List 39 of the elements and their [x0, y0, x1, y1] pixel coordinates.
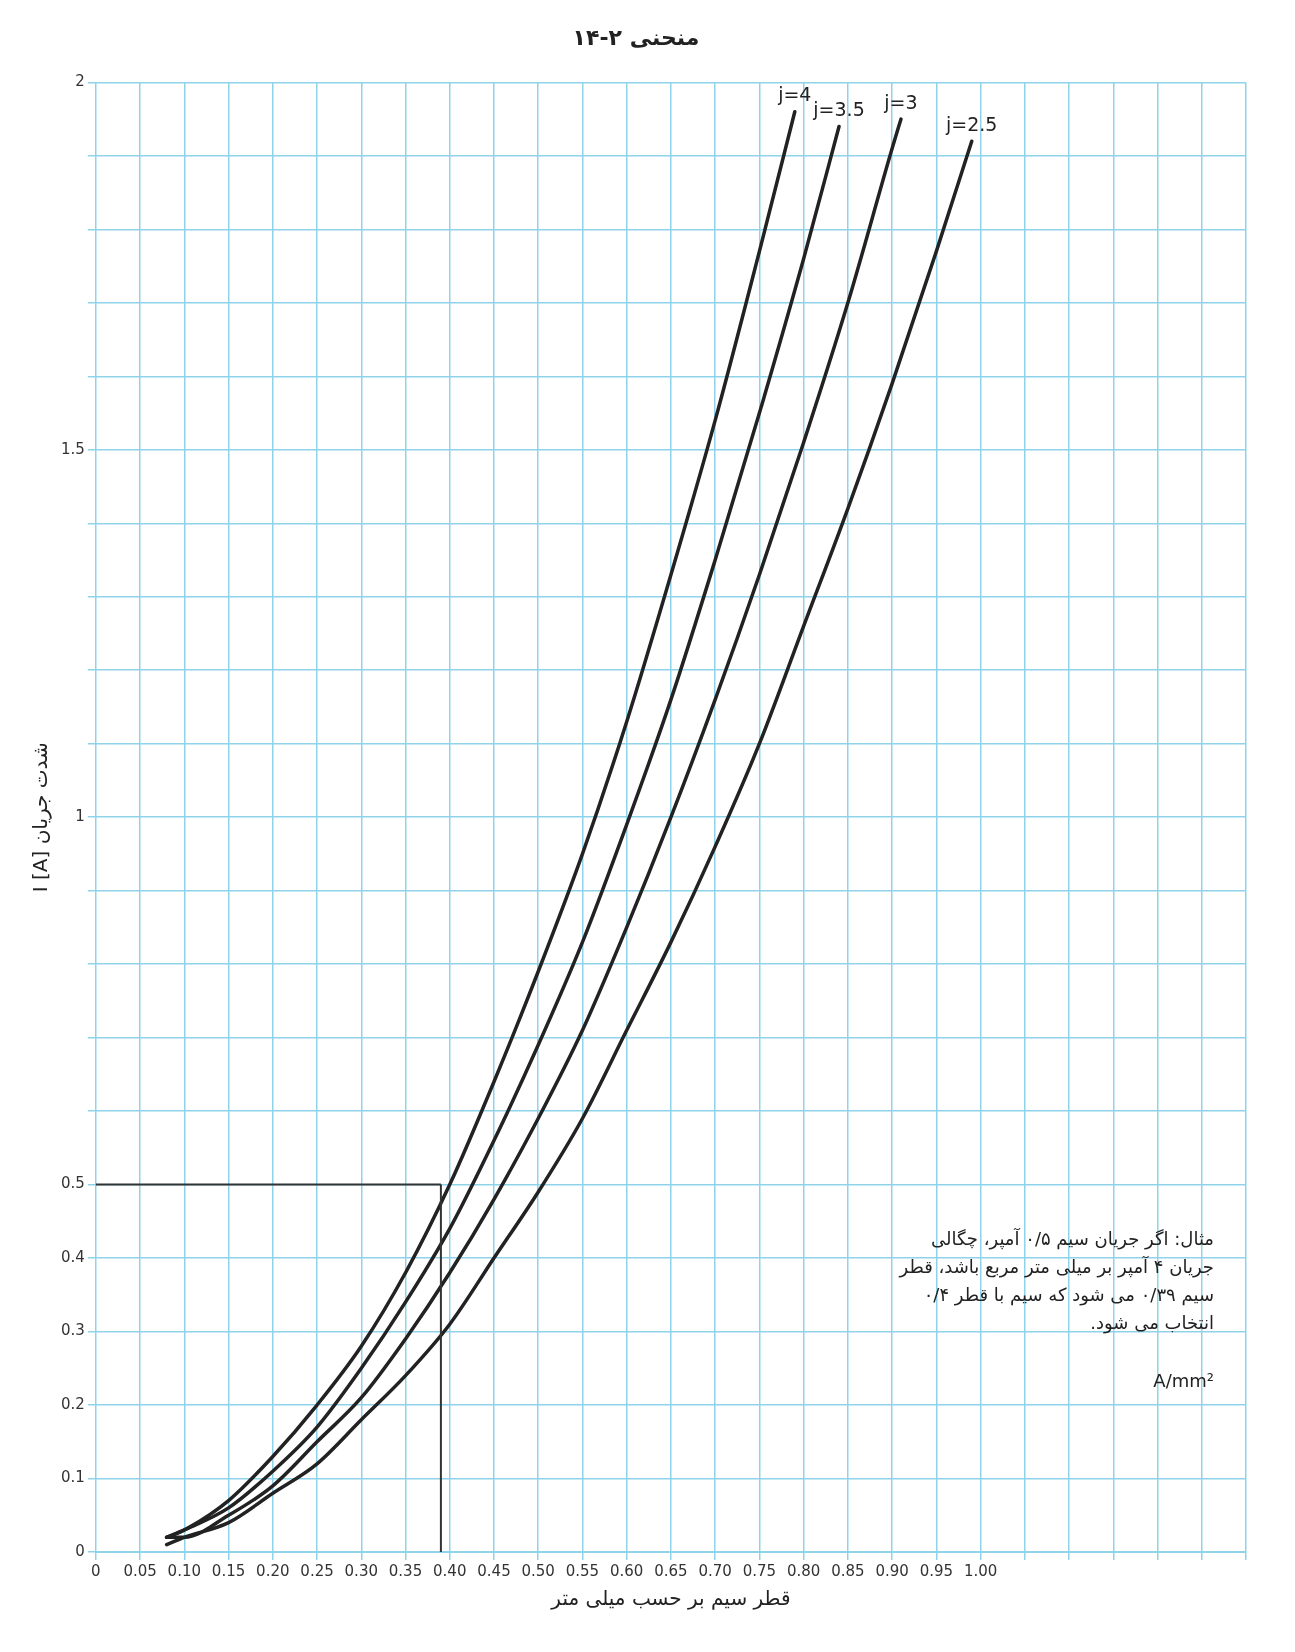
y-axis-title: I [A] شدت جریان: [28, 742, 53, 893]
x-tick-label: 1.00: [963, 1561, 998, 1580]
x-tick-label: 0.10: [167, 1561, 202, 1580]
annotation: A/mm²: [1153, 1370, 1214, 1392]
y-tick-label: 0.1: [61, 1468, 85, 1487]
x-tick-label: 0.40: [433, 1561, 467, 1580]
series-label: j=4: [777, 83, 812, 106]
x-tick-label: 0: [91, 1561, 101, 1580]
y-tick-label: 1.5: [61, 439, 85, 458]
x-tick-label: 0.30: [344, 1561, 378, 1580]
x-tick-label: 0.95: [919, 1561, 954, 1580]
x-tick-label: 0.70: [698, 1561, 732, 1580]
x-tick-label: 0.55: [565, 1561, 600, 1580]
x-tick-label: 0.75: [742, 1561, 777, 1580]
x-tick-label: 0.15: [211, 1561, 246, 1580]
series-label: j=2.5: [945, 112, 998, 135]
x-tick-label: 0.90: [875, 1561, 909, 1580]
x-tick-label: 0.65: [654, 1561, 688, 1580]
x-tick-label: 0.60: [609, 1561, 644, 1580]
x-tick-label: 0.85: [831, 1561, 865, 1580]
x-tick-label: 0.25: [300, 1561, 334, 1580]
x-tick-label: 0.35: [388, 1561, 423, 1580]
y-tick-label: 0: [75, 1541, 85, 1560]
x-axis-title: قطر سیم بر حسب میلی متر: [550, 1586, 791, 1611]
chart-title: منحنی ۲-۱۴: [572, 24, 700, 50]
y-tick-label: 0.4: [61, 1247, 85, 1266]
x-tick-label: 0.80: [786, 1561, 821, 1580]
x-tick-label: 0.45: [477, 1561, 511, 1580]
x-tick-label: 0.50: [521, 1561, 555, 1580]
annotation: مثال: اگر جریان سیم ۰/۵ آمپر، چگالی جریان ۴ آمپر بر میلی متر مربع باشد، قطر سیم ۰/۳۹ می شود که سیم با قطر ۰/۴ انتخاب می شود.: [898, 1227, 1214, 1335]
x-tick-label: 0.20: [256, 1561, 290, 1580]
y-tick-label: 2: [75, 72, 85, 91]
y-tick-label: 0.2: [61, 1394, 85, 1413]
series-label: j=3: [883, 90, 918, 113]
x-tick-label: 0.05: [123, 1561, 157, 1580]
series-label: j=3.5: [812, 97, 865, 120]
y-tick-label: 0.5: [61, 1174, 85, 1193]
y-tick-label: 0.3: [61, 1321, 85, 1340]
y-tick-label: 1: [75, 807, 85, 826]
